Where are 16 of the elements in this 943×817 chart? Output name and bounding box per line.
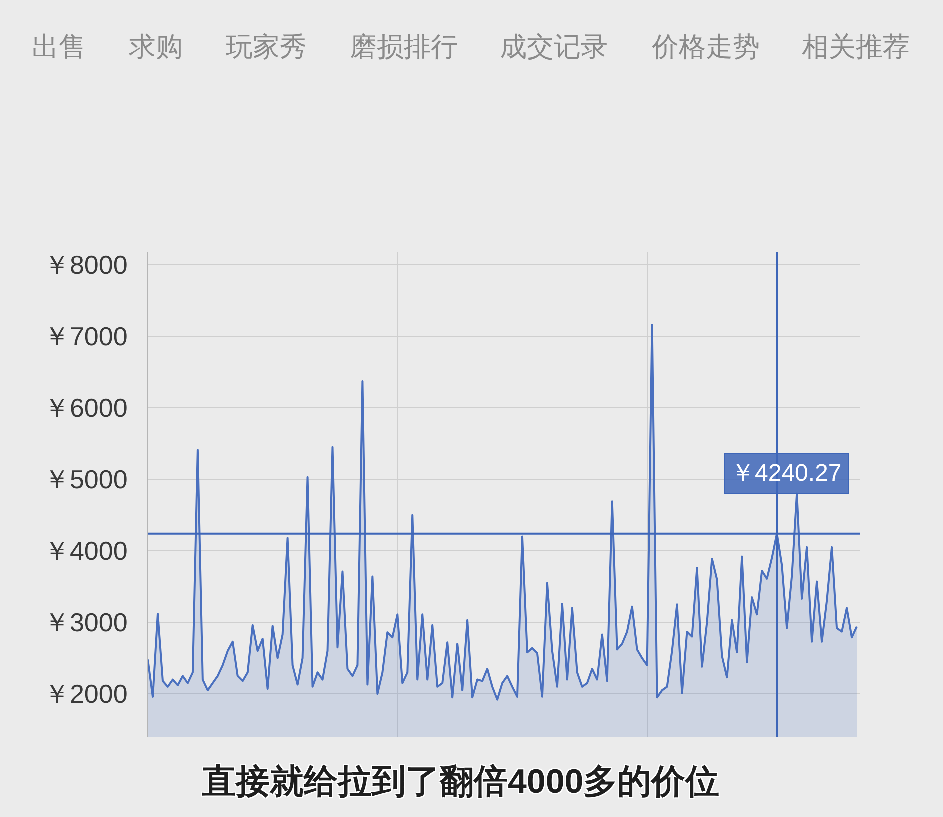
text: 价格走势 (651, 32, 760, 62)
y-tick-label: ￥2000 (44, 679, 128, 710)
text: 磨损排行 (350, 32, 458, 62)
text: 求购 (129, 32, 183, 62)
text: 相关推荐 (802, 32, 910, 62)
y-tick-label: ￥4000 (44, 536, 128, 566)
y-tick-label: ￥7000 (44, 322, 128, 352)
y-tick-label: ￥3000 (44, 608, 128, 638)
text: 直接就给拉到了翻倍4000多的价位 (201, 763, 720, 801)
text: 出售 (32, 32, 86, 62)
y-tick-label: ￥5000 (44, 464, 128, 495)
ref-line-label: ￥4240.27 (731, 460, 842, 487)
text: 玩家秀 (226, 32, 307, 62)
y-tick-label: ￥6000 (44, 393, 128, 424)
y-tick-label: ￥8000 (44, 250, 128, 280)
text: 成交记录 (500, 32, 608, 62)
